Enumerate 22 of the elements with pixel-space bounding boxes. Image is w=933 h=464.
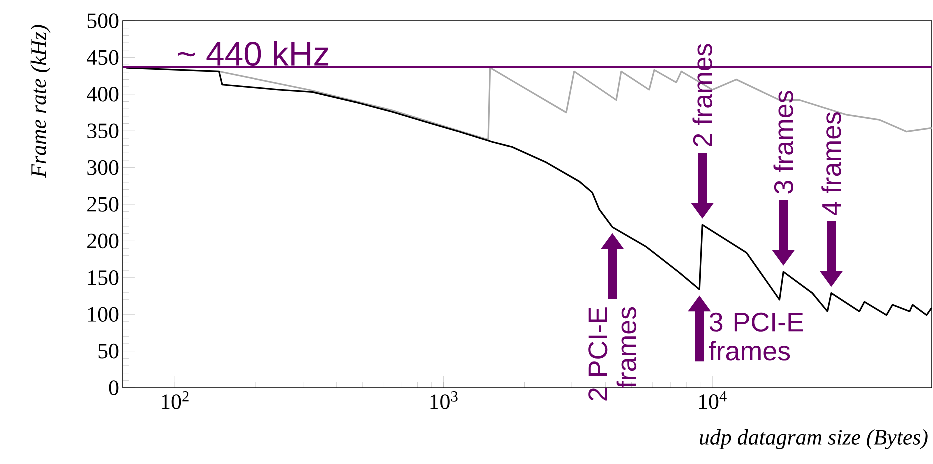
y-tick-label: 150 [88,270,119,286]
x-tick-label: 10$^{3}$ [430,392,458,410]
y-tick-label: 100 [88,307,119,322]
ref-line-label: ~ 440 kHz [178,41,329,66]
x-tick-label: 10$^{2}$ [162,392,189,410]
y-tick-label: 350 [88,124,119,138]
y-tick-label: 250 [88,197,119,212]
y-tick-label: 0 [109,380,119,396]
annotation: 3 PCI-E frames [709,312,804,361]
annotation: 3 frames [774,91,794,194]
y-tick-label: 400 [87,87,119,102]
x-tick-label: 10$^{4}$ [699,392,727,410]
y-tick-label: 50 [98,344,119,359]
annotation: 4 frames [822,112,842,216]
y-axis-title: Frame rate (kHz) [30,25,51,178]
x-axis-title: udp datagram size (Bytes) [700,430,928,450]
y-tick-label: 200 [88,234,119,249]
annotation: 2 PCI-E frames [588,307,637,401]
y-tick-label: 300 [88,160,119,176]
y-tick-label: 450 [87,50,119,66]
y-tick-label: 500 [88,14,119,28]
annotation: 2 frames [692,44,712,146]
